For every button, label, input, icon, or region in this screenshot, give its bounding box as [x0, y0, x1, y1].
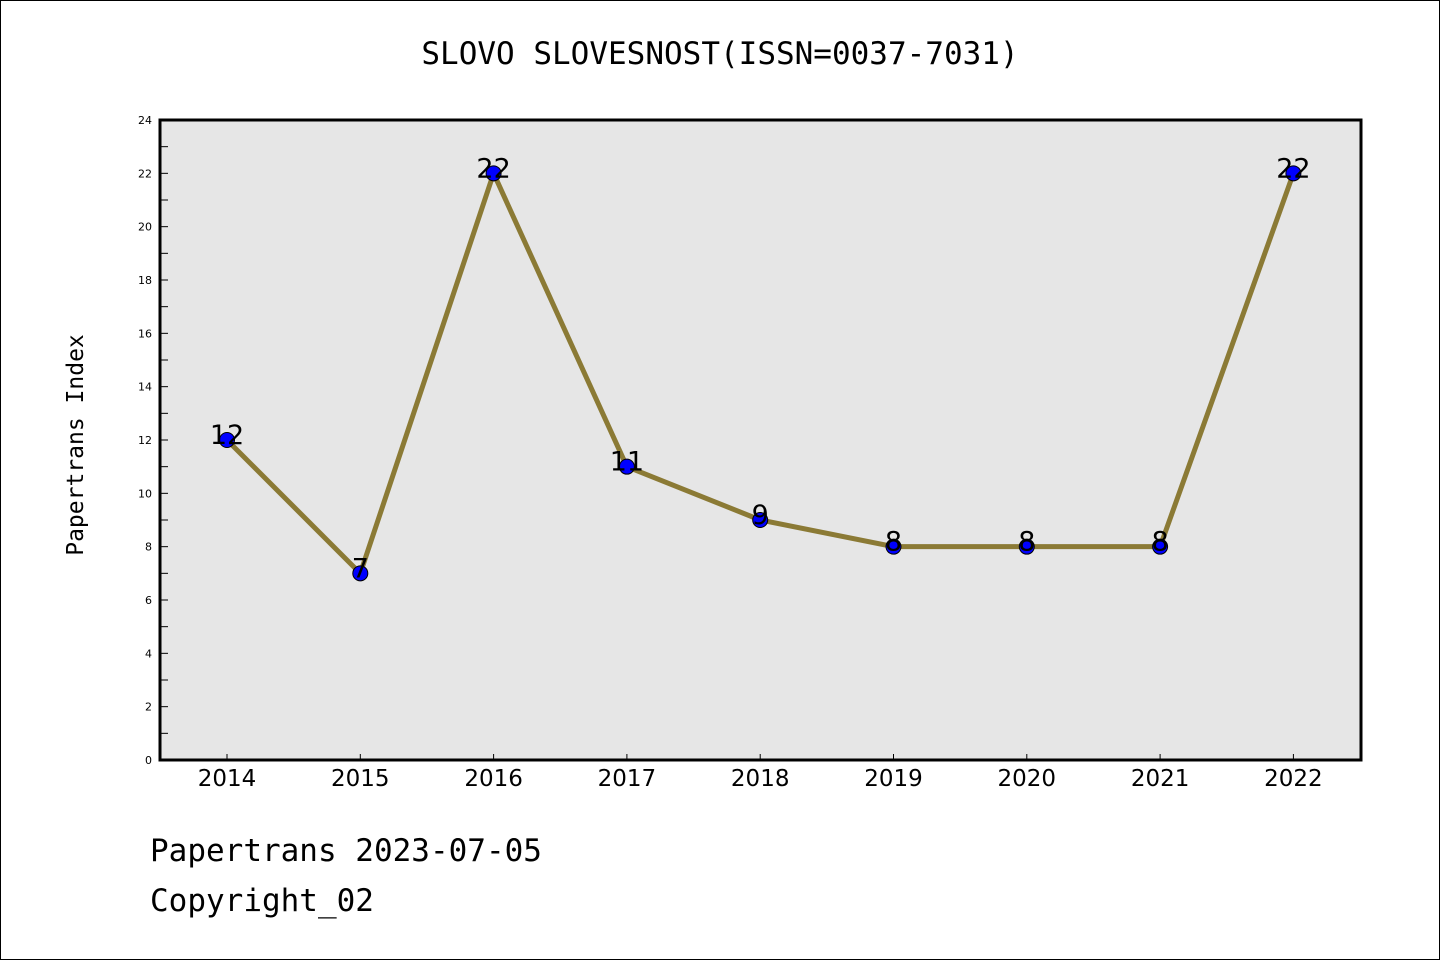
- chart-title: SLOVO SLOVESNOST(ISSN=0037-7031): [421, 36, 1019, 72]
- y-tick-label: 16: [138, 327, 152, 340]
- data-point: [352, 565, 369, 582]
- data-point: [485, 165, 502, 182]
- data-label: 22: [476, 153, 510, 184]
- x-tick-label: 2014: [198, 766, 257, 792]
- x-tick-label: 2019: [864, 766, 923, 792]
- data-point: [885, 538, 902, 555]
- data-label: 22: [1276, 153, 1310, 184]
- y-tick-label: 24: [138, 114, 152, 127]
- x-tick-label: 2015: [331, 766, 390, 792]
- y-tick-label: 0: [145, 754, 152, 767]
- data-point: [1285, 165, 1302, 182]
- x-tick-label: 2022: [1264, 766, 1323, 792]
- series-group: 12 7 22 11 9 8 8 8 22: [210, 153, 1311, 584]
- y-tick-label: 10: [138, 487, 152, 500]
- y-tick-label: 6: [145, 594, 152, 607]
- data-point: [1152, 538, 1169, 555]
- x-axis-ticks: 2014 2015 2016 2017 2018 2019 2020 2021 2022: [198, 754, 1323, 792]
- data-point: [618, 458, 635, 475]
- footer-copyright-text: Copyright_02: [150, 883, 374, 919]
- y-tick-label: 20: [138, 221, 152, 234]
- plot-frame: [158, 118, 1363, 762]
- data-label: 7: [352, 553, 369, 584]
- data-label: 8: [1018, 527, 1035, 558]
- x-tick-label: 2020: [998, 766, 1057, 792]
- y-tick-label: 12: [138, 434, 152, 447]
- data-label: 8: [1152, 527, 1169, 558]
- plot-background: [160, 120, 1361, 760]
- x-tick-label: 2017: [598, 766, 657, 792]
- y-tick-label: 8: [145, 541, 152, 554]
- y-tick-label: 4: [145, 647, 152, 660]
- data-label: 8: [885, 527, 902, 558]
- footer-date-text: Papertrans 2023-07-05: [150, 833, 542, 869]
- x-tick-label: 2016: [464, 766, 523, 792]
- data-label: 12: [210, 420, 244, 451]
- y-tick-label: 14: [138, 381, 152, 394]
- data-point: [752, 512, 769, 528]
- data-point: [1018, 538, 1035, 555]
- y-tick-label: 22: [138, 167, 152, 180]
- x-tick-label: 2021: [1131, 766, 1190, 792]
- y-tick-label: 18: [138, 274, 152, 287]
- x-tick-label: 2018: [731, 766, 790, 792]
- y-tick-label: 2: [145, 701, 152, 714]
- data-label: 11: [610, 447, 644, 478]
- data-label: 9: [752, 500, 769, 531]
- data-point: [219, 432, 235, 448]
